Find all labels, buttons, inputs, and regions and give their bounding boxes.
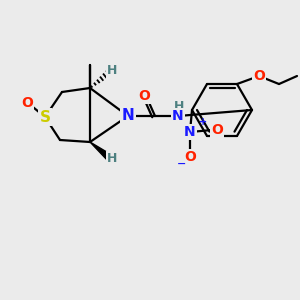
Text: −: − — [177, 159, 187, 169]
Text: H: H — [174, 100, 184, 112]
Text: S: S — [40, 110, 50, 124]
Text: O: O — [184, 150, 196, 164]
Text: H: H — [107, 64, 117, 77]
Text: H: H — [107, 152, 117, 166]
Text: O: O — [21, 96, 33, 110]
Text: N: N — [172, 109, 184, 123]
Text: N: N — [184, 125, 196, 139]
Text: O: O — [253, 69, 265, 83]
Text: N: N — [122, 109, 134, 124]
Polygon shape — [90, 142, 112, 161]
Text: +: + — [199, 117, 207, 127]
Text: O: O — [211, 123, 223, 137]
Text: O: O — [138, 89, 150, 103]
